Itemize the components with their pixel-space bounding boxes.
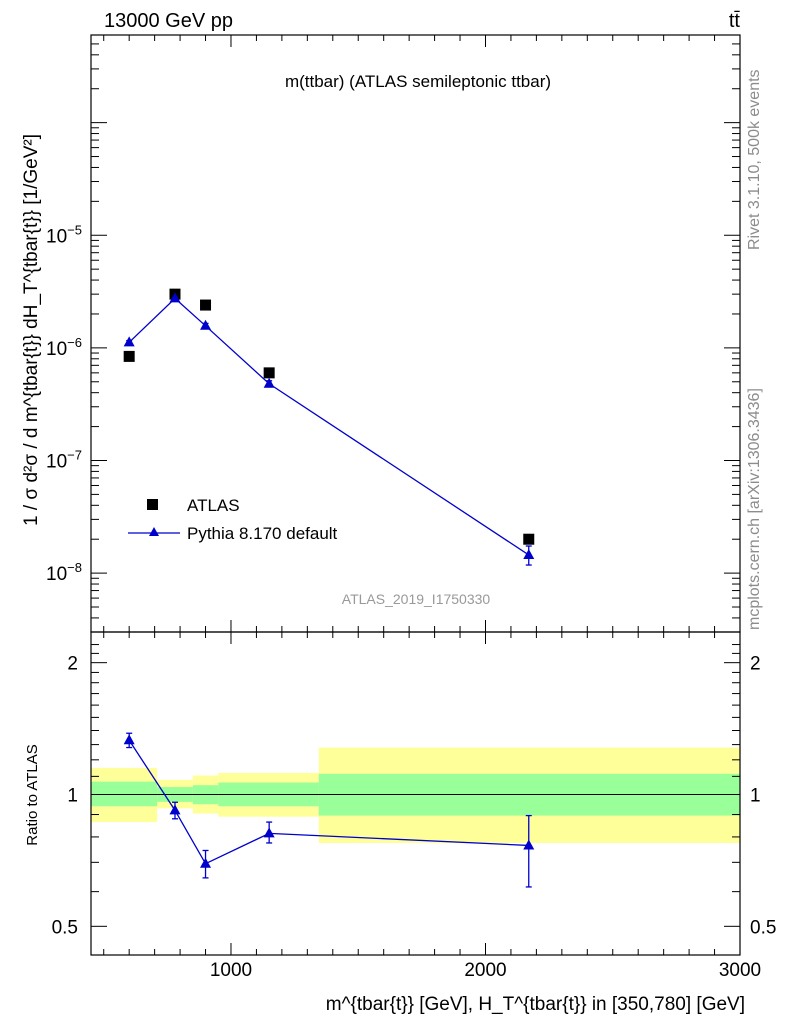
x-tick-label: 3000 <box>719 960 761 981</box>
rivet-version-label: Rivet 3.1.10, 500k events <box>746 69 763 250</box>
y-tick-label: 10−8 <box>46 560 82 585</box>
y-axis-label-ratio: Ratio to ATLAS <box>24 744 41 845</box>
analysis-watermark: ATLAS_2019_I1750330 <box>342 591 491 607</box>
data-point-mc <box>523 548 535 559</box>
legend: ATLAS Pythia 8.170 default <box>128 496 338 543</box>
y-tick-label: 10−6 <box>46 335 82 360</box>
header-left-label: 13000 GeV pp <box>104 10 233 32</box>
header-right-label: tt̄ <box>729 10 741 32</box>
y-tick-label: 10−5 <box>46 222 82 247</box>
data-point-mc <box>200 319 212 330</box>
mc-line <box>128 297 530 556</box>
y-axis-label-main: 1 / σ d²σ / d m^{tbar{t}} dH_T^{tbar{t}}… <box>21 134 42 526</box>
legend-mc-marker <box>149 527 159 536</box>
data-point-mc <box>169 292 181 303</box>
ratio-point-mc <box>263 827 275 838</box>
legend-label-mc: Pythia 8.170 default <box>187 524 338 543</box>
ratio-y-tick-label: 2 <box>750 654 761 675</box>
mcplots-reference-label: mcplots.cern.ch [arXiv:1306.3436] <box>746 388 763 630</box>
plot-title: m(ttbar) (ATLAS semileptonic ttbar) <box>285 72 551 91</box>
y-tick-label: 10−7 <box>46 447 82 472</box>
ratio-point-mc <box>200 857 212 868</box>
data-point-atlas <box>200 299 212 311</box>
legend-data-marker <box>147 499 158 510</box>
x-axis-label: m^{tbar{t}} [GeV], H_T^{tbar{t}} in [350… <box>326 994 745 1015</box>
data-point-atlas <box>123 350 135 362</box>
ratio-y-tick-label: 0.5 <box>52 917 78 938</box>
data-point-atlas <box>523 533 535 545</box>
main-panel: 10−8 10−7 10−6 10−5 <box>46 34 741 633</box>
data-point-atlas <box>263 367 275 379</box>
ratio-y-tick-label: 1 <box>67 785 78 806</box>
x-tick-label: 1000 <box>210 960 252 981</box>
ratio-frame <box>90 631 741 956</box>
ratio-point-mc <box>123 734 135 745</box>
ratio-point-mc <box>523 839 535 850</box>
data-point-mc <box>123 336 135 347</box>
ratio-y-tick-label: 2 <box>67 654 78 675</box>
legend-label-data: ATLAS <box>187 496 240 515</box>
data-point-mc <box>263 377 275 388</box>
ratio-panel: 1000 2000 3000 0.5 0.5 1 1 2 2 <box>52 620 776 981</box>
x-tick-label: 2000 <box>464 960 506 981</box>
ratio-y-tick-label: 1 <box>750 785 761 806</box>
ratio-band-inner <box>91 781 158 807</box>
ratio-point-mc <box>169 804 181 815</box>
ratio-y-tick-label: 0.5 <box>750 917 776 938</box>
